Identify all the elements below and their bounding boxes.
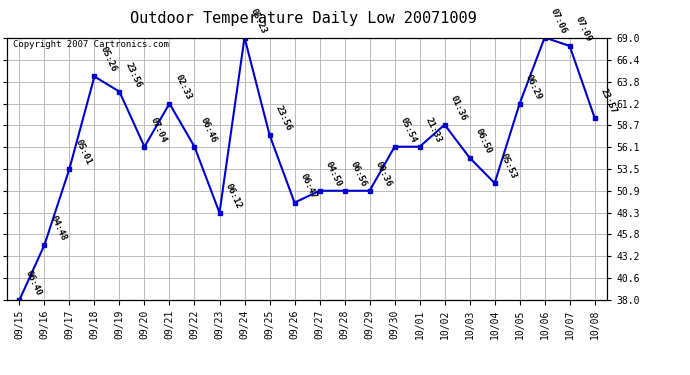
- Text: 04:50: 04:50: [324, 160, 343, 188]
- Text: 06:50: 06:50: [474, 127, 493, 155]
- Text: 07:04: 07:04: [148, 116, 168, 144]
- Text: 21:33: 21:33: [424, 116, 443, 144]
- Text: 23:56: 23:56: [124, 61, 143, 89]
- Text: Outdoor Temperature Daily Low 20071009: Outdoor Temperature Daily Low 20071009: [130, 11, 477, 26]
- Text: 06:46: 06:46: [199, 116, 218, 144]
- Text: 06:29: 06:29: [524, 73, 543, 101]
- Text: 02:33: 02:33: [174, 73, 193, 101]
- Text: 06:12: 06:12: [224, 182, 243, 210]
- Text: 23:57: 23:57: [599, 87, 618, 115]
- Text: 01:36: 01:36: [448, 94, 469, 122]
- Text: 05:54: 05:54: [399, 116, 418, 144]
- Text: 07:06: 07:06: [549, 6, 569, 35]
- Text: Copyright 2007 Cartronics.com: Copyright 2007 Cartronics.com: [13, 40, 169, 49]
- Text: 05:26: 05:26: [99, 45, 118, 74]
- Text: 06:47: 06:47: [299, 172, 318, 200]
- Text: 05:01: 05:01: [74, 138, 93, 166]
- Text: 06:40: 06:40: [23, 269, 43, 297]
- Text: 07:09: 07:09: [574, 15, 593, 43]
- Text: 05:53: 05:53: [499, 152, 518, 180]
- Text: 06:56: 06:56: [348, 160, 368, 188]
- Text: 00:36: 00:36: [374, 160, 393, 188]
- Text: 04:48: 04:48: [48, 214, 68, 242]
- Text: 05:23: 05:23: [248, 6, 268, 35]
- Text: 23:56: 23:56: [274, 104, 293, 132]
